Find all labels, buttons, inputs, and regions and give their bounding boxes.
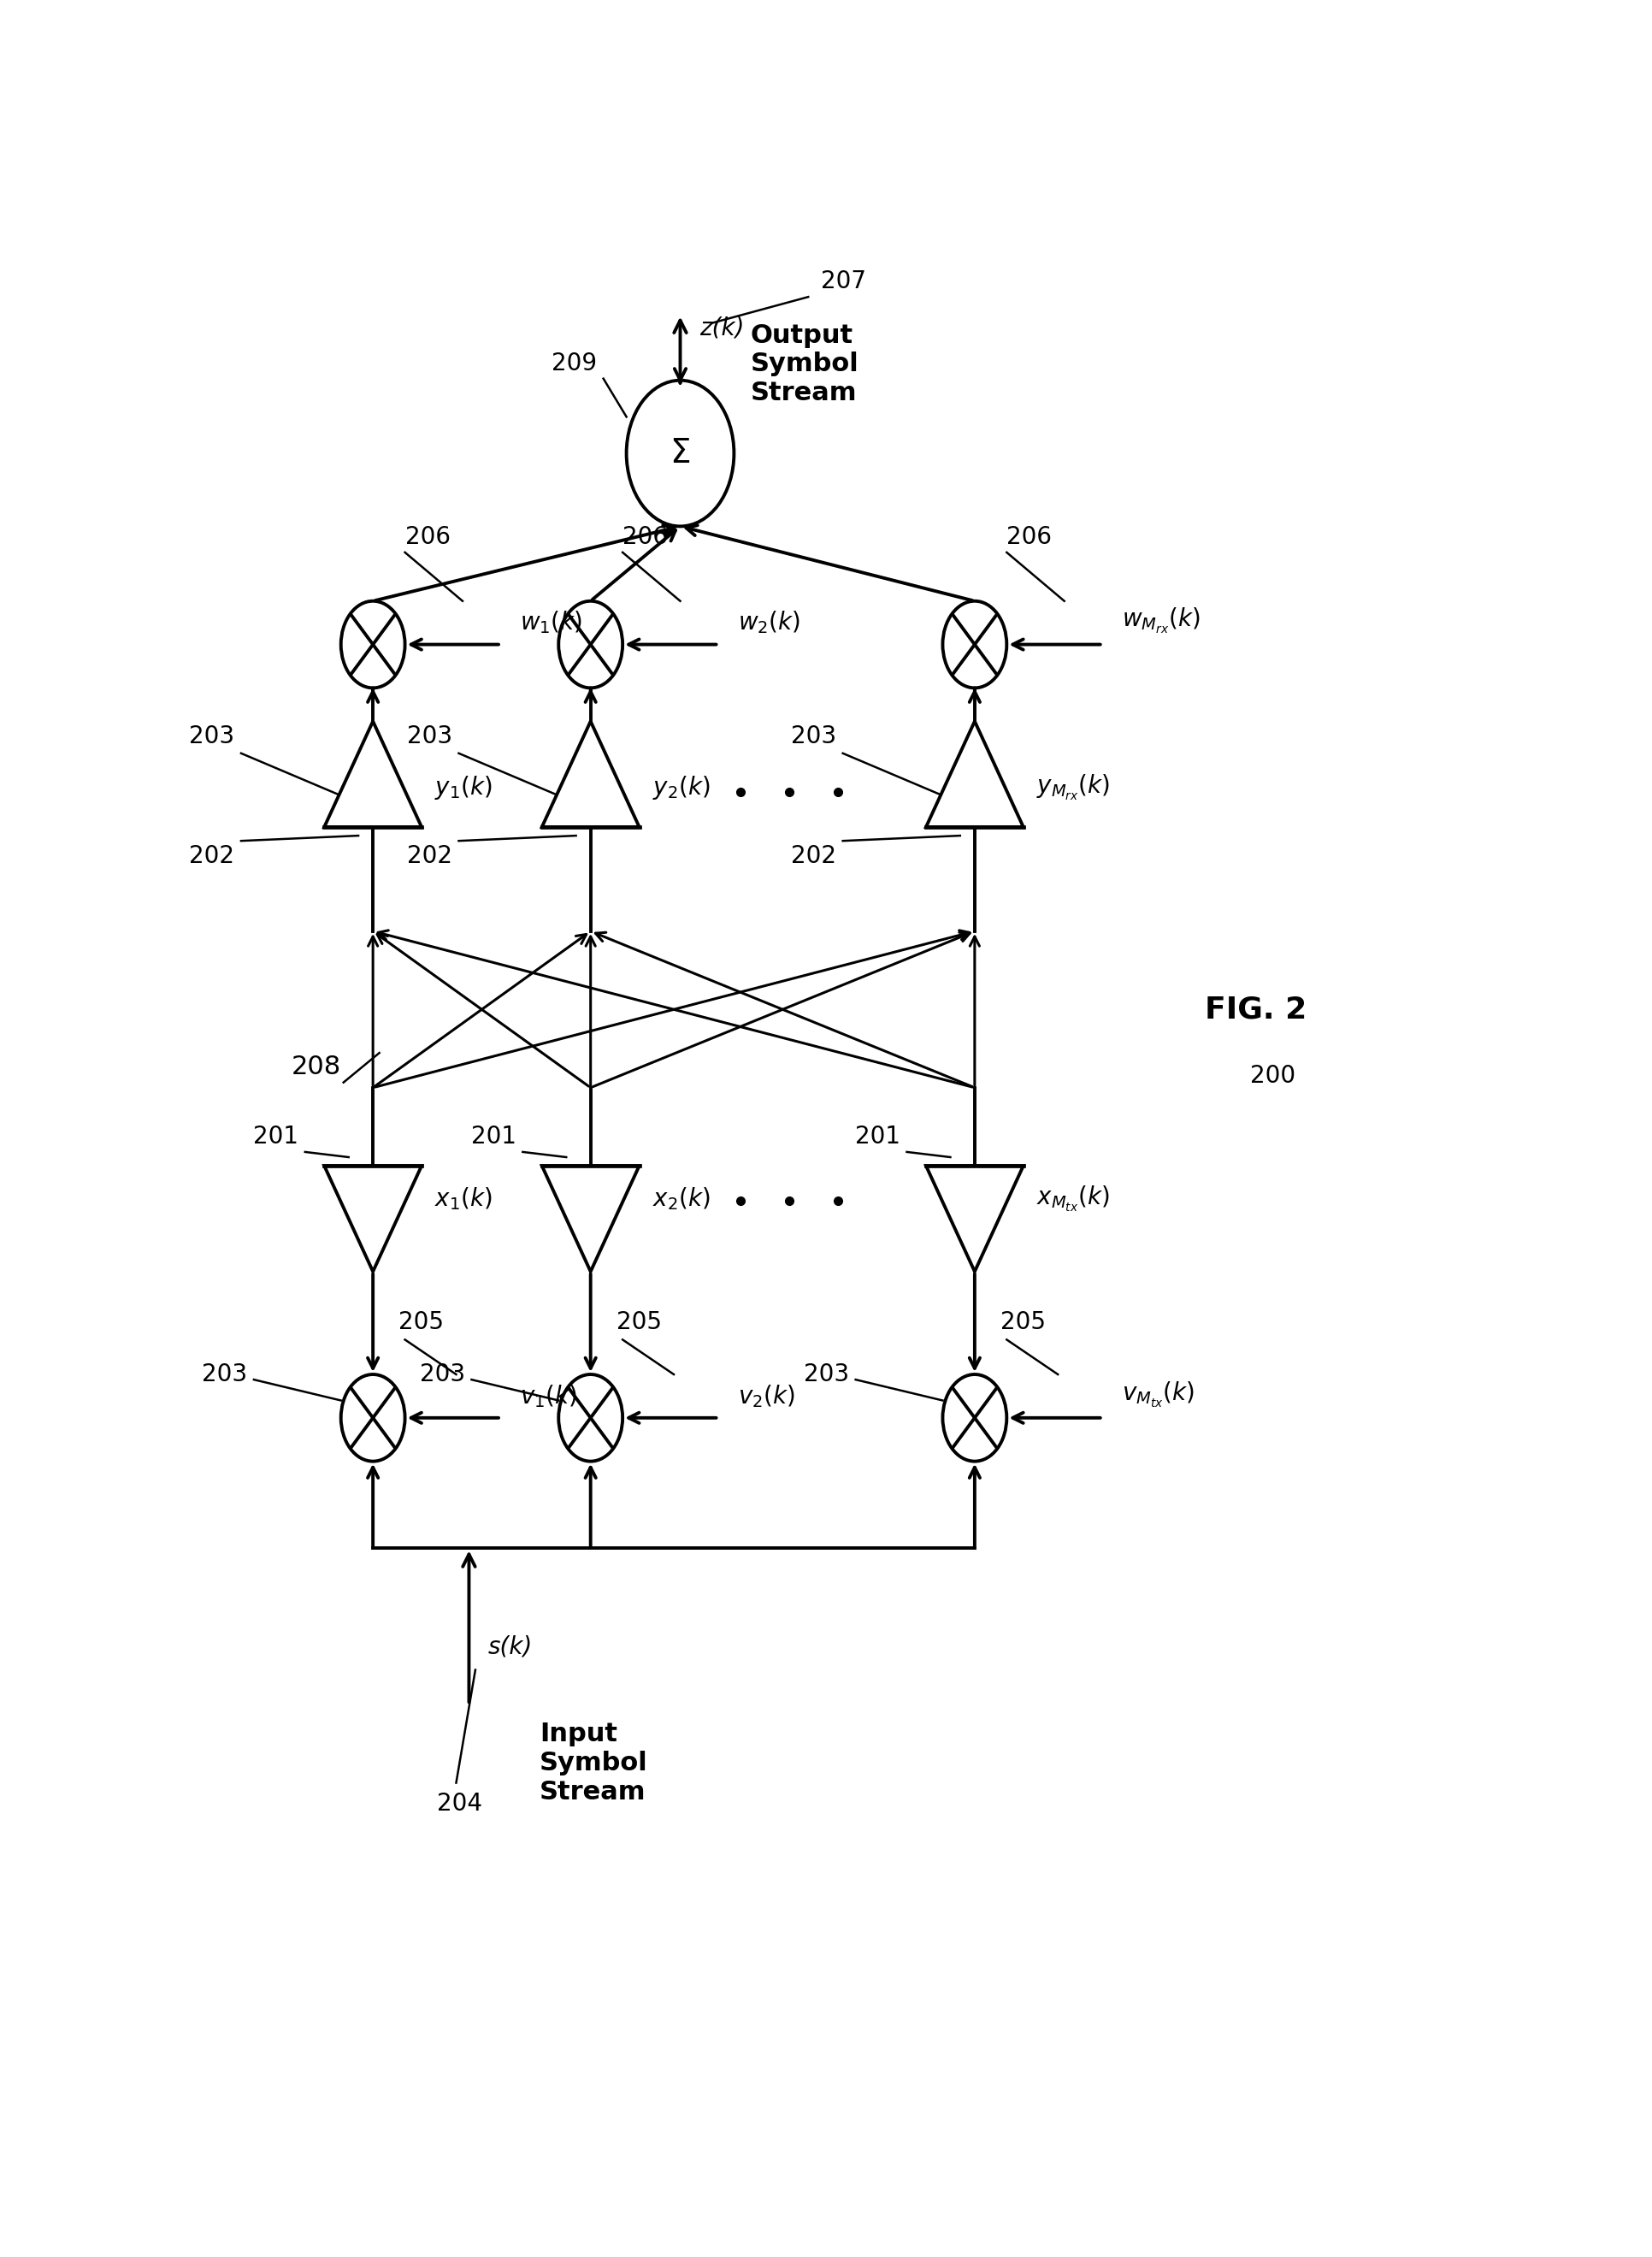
Circle shape — [558, 600, 623, 688]
Text: 206: 206 — [623, 526, 667, 548]
Circle shape — [626, 381, 733, 526]
Text: 203: 203 — [805, 1363, 849, 1386]
Text: z(k): z(k) — [699, 316, 745, 341]
Text: $w_2(k)$: $w_2(k)$ — [738, 609, 800, 636]
Text: 203: 203 — [406, 724, 453, 747]
Text: 209: 209 — [552, 352, 596, 375]
Text: $v_{M_{tx}}(k)$: $v_{M_{tx}}(k)$ — [1122, 1379, 1194, 1408]
Text: 203: 203 — [791, 724, 836, 747]
Text: $v_2(k)$: $v_2(k)$ — [738, 1384, 795, 1408]
Text: $y_2(k)$: $y_2(k)$ — [653, 774, 710, 801]
Text: 202: 202 — [190, 844, 235, 869]
Circle shape — [943, 1375, 1006, 1460]
Text: 201: 201 — [856, 1124, 900, 1149]
Text: 206: 206 — [405, 526, 451, 548]
Text: $x_{M_{tx}}(k)$: $x_{M_{tx}}(k)$ — [1036, 1185, 1110, 1214]
Text: 207: 207 — [821, 269, 866, 293]
Text: 205: 205 — [1001, 1311, 1046, 1334]
Text: $x_2(k)$: $x_2(k)$ — [653, 1185, 710, 1212]
Text: $v_1(k)$: $v_1(k)$ — [520, 1384, 577, 1408]
Text: $w_1(k)$: $w_1(k)$ — [520, 609, 583, 636]
Text: 202: 202 — [791, 844, 836, 869]
Text: 203: 203 — [420, 1363, 466, 1386]
Text: $y_{M_{rx}}(k)$: $y_{M_{rx}}(k)$ — [1036, 772, 1110, 801]
Text: 203: 203 — [190, 724, 235, 747]
Text: 201: 201 — [471, 1124, 517, 1149]
Text: 201: 201 — [253, 1124, 299, 1149]
Text: s(k): s(k) — [489, 1634, 534, 1659]
Text: Input
Symbol
Stream: Input Symbol Stream — [539, 1722, 648, 1803]
Text: 205: 205 — [398, 1311, 444, 1334]
Text: $y_1(k)$: $y_1(k)$ — [434, 774, 492, 801]
Text: $x_1(k)$: $x_1(k)$ — [434, 1185, 492, 1212]
Text: 206: 206 — [1006, 526, 1052, 548]
Text: $\Sigma$: $\Sigma$ — [671, 438, 691, 469]
Text: 200: 200 — [1251, 1063, 1295, 1088]
Text: 202: 202 — [406, 844, 453, 869]
Text: $w_{M_{rx}}(k)$: $w_{M_{rx}}(k)$ — [1122, 607, 1201, 636]
Circle shape — [340, 1375, 405, 1460]
Text: 203: 203 — [202, 1363, 248, 1386]
Text: FIG. 2: FIG. 2 — [1206, 995, 1307, 1025]
Text: 208: 208 — [291, 1054, 340, 1079]
Text: Output
Symbol
Stream: Output Symbol Stream — [750, 323, 859, 406]
Text: 205: 205 — [616, 1311, 661, 1334]
Circle shape — [558, 1375, 623, 1460]
Text: 204: 204 — [436, 1792, 482, 1815]
Circle shape — [340, 600, 405, 688]
Circle shape — [943, 600, 1006, 688]
